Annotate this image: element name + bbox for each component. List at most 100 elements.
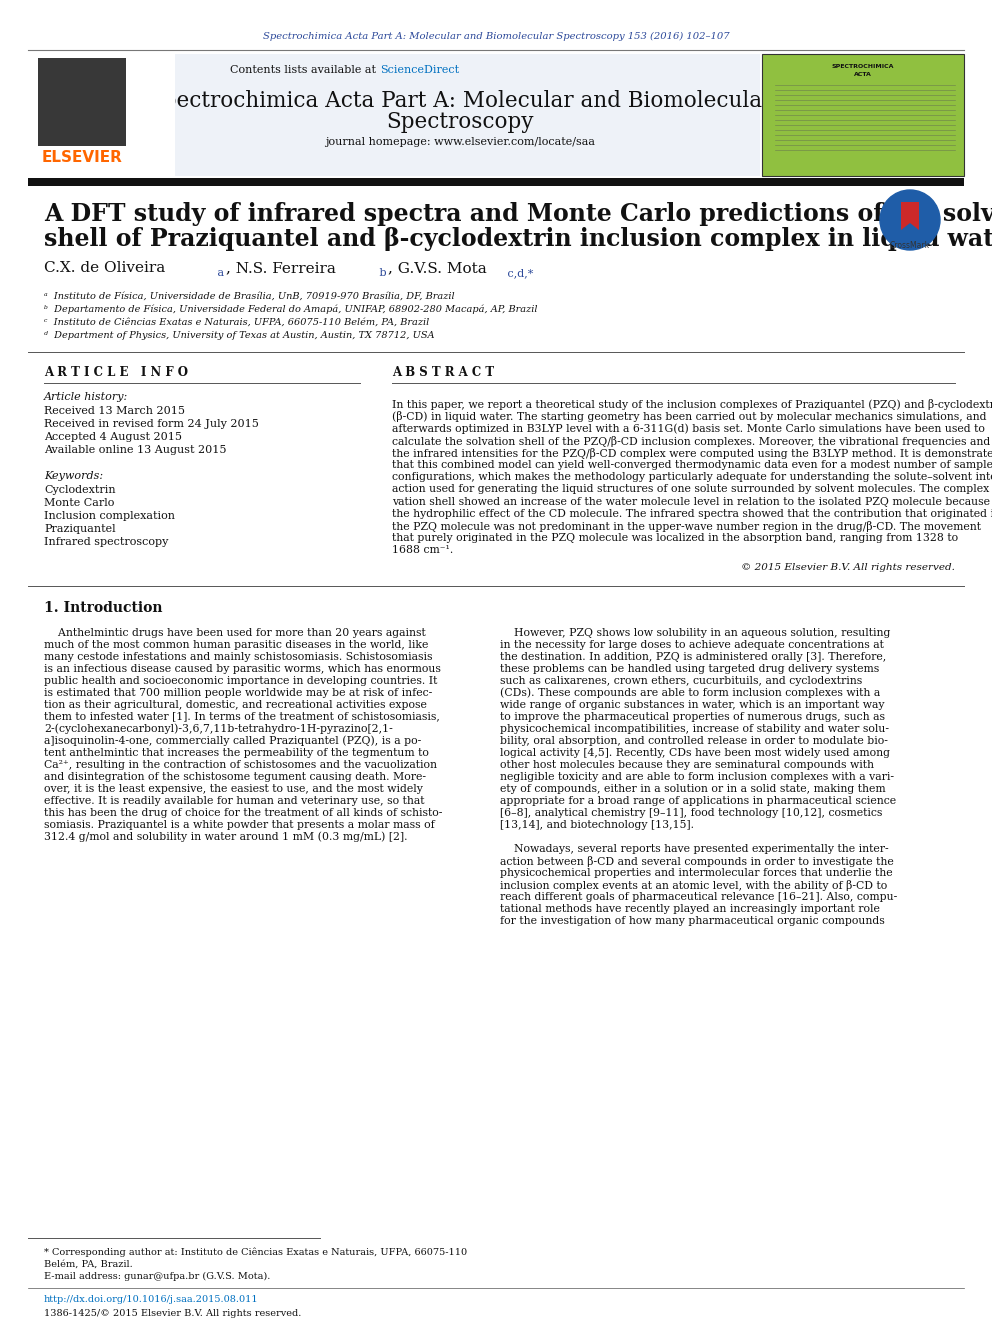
- Text: A DFT study of infrared spectra and Monte Carlo predictions of the solvation: A DFT study of infrared spectra and Mont…: [44, 202, 992, 226]
- Text: Spectrochimica Acta Part A: Molecular and Biomolecular: Spectrochimica Acta Part A: Molecular an…: [148, 90, 772, 112]
- Text: the PZQ molecule was not predominant in the upper-wave number region in the drug: the PZQ molecule was not predominant in …: [392, 521, 981, 532]
- Text: , G.V.S. Mota: , G.V.S. Mota: [388, 261, 487, 275]
- Text: tent anthelmintic that increases the permeability of the tegmentum to: tent anthelmintic that increases the per…: [44, 747, 429, 758]
- Text: 1. Introduction: 1. Introduction: [44, 601, 163, 615]
- Text: c,d,*: c,d,*: [504, 269, 534, 278]
- Text: configurations, which makes the methodology particularly adequate for understand: configurations, which makes the methodol…: [392, 472, 992, 482]
- Bar: [38, 58, 126, 146]
- Text: a]isoquinolin-4-one, commercially called Praziquantel (PZQ), is a po-: a]isoquinolin-4-one, commercially called…: [44, 736, 422, 746]
- Text: afterwards optimized in B3LYP level with a 6-311G(d) basis set. Monte Carlo simu: afterwards optimized in B3LYP level with…: [392, 423, 985, 434]
- Text: the infrared intensities for the PZQ/β-CD complex were computed using the B3LYP : the infrared intensities for the PZQ/β-C…: [392, 447, 992, 459]
- Text: them to infested water [1]. In terms of the treatment of schistosomiasis,: them to infested water [1]. In terms of …: [44, 712, 439, 721]
- Text: ᶜ  Instituto de Ciências Exatas e Naturais, UFPA, 66075-110 Belém, PA, Brazil: ᶜ Instituto de Ciências Exatas e Naturai…: [44, 318, 430, 327]
- Text: other host molecules because they are seminatural compounds with: other host molecules because they are se…: [500, 759, 874, 770]
- Text: action used for generating the liquid structures of one solute surrounded by sol: action used for generating the liquid st…: [392, 484, 992, 495]
- Text: that purely originated in the PZQ molecule was localized in the absorption band,: that purely originated in the PZQ molecu…: [392, 533, 958, 544]
- Text: is estimated that 700 million people worldwide may be at risk of infec-: is estimated that 700 million people wor…: [44, 688, 433, 697]
- Text: is an infectious disease caused by parasitic worms, which has enormous: is an infectious disease caused by paras…: [44, 664, 440, 673]
- Text: in the necessity for large doses to achieve adequate concentrations at: in the necessity for large doses to achi…: [500, 639, 884, 650]
- Text: © 2015 Elsevier B.V. All rights reserved.: © 2015 Elsevier B.V. All rights reserved…: [741, 564, 955, 572]
- Text: logical activity [4,5]. Recently, CDs have been most widely used among: logical activity [4,5]. Recently, CDs ha…: [500, 747, 890, 758]
- Text: much of the most common human parasitic diseases in the world, like: much of the most common human parasitic …: [44, 639, 429, 650]
- Text: bility, oral absorption, and controlled release in order to modulate bio-: bility, oral absorption, and controlled …: [500, 736, 888, 746]
- Bar: [28, 54, 175, 176]
- Text: reach different goals of pharmaceutical relevance [16–21]. Also, compu-: reach different goals of pharmaceutical …: [500, 892, 897, 901]
- Text: somiasis. Praziquantel is a white powder that presents a molar mass of: somiasis. Praziquantel is a white powder…: [44, 820, 434, 830]
- Text: this has been the drug of choice for the treatment of all kinds of schisto-: this has been the drug of choice for the…: [44, 807, 442, 818]
- Text: A B S T R A C T: A B S T R A C T: [392, 365, 494, 378]
- Text: calculate the solvation shell of the PZQ/β-CD inclusion complexes. Moreover, the: calculate the solvation shell of the PZQ…: [392, 435, 990, 447]
- Text: E-mail address: gunar@ufpa.br (G.V.S. Mota).: E-mail address: gunar@ufpa.br (G.V.S. Mo…: [44, 1271, 271, 1281]
- Text: 1688 cm⁻¹.: 1688 cm⁻¹.: [392, 545, 453, 556]
- Text: , N.S. Ferreira: , N.S. Ferreira: [226, 261, 336, 275]
- Polygon shape: [901, 202, 919, 230]
- Text: ScienceDirect: ScienceDirect: [380, 65, 459, 75]
- Text: shell of Praziquantel and β-cyclodextrin inclusion complex in liquid water: shell of Praziquantel and β-cyclodextrin…: [44, 228, 992, 251]
- Text: * Corresponding author at: Instituto de Ciências Exatas e Naturais, UFPA, 66075-: * Corresponding author at: Instituto de …: [44, 1248, 467, 1257]
- Text: physicochemical incompatibilities, increase of stability and water solu-: physicochemical incompatibilities, incre…: [500, 724, 889, 733]
- Text: Received 13 March 2015: Received 13 March 2015: [44, 406, 185, 415]
- Text: that this combined model can yield well-converged thermodynamic data even for a : that this combined model can yield well-…: [392, 460, 992, 470]
- Bar: [28, 179, 964, 187]
- Text: Article history:: Article history:: [44, 392, 128, 402]
- Text: Infrared spectroscopy: Infrared spectroscopy: [44, 537, 169, 546]
- Text: http://dx.doi.org/10.1016/j.saa.2015.08.011: http://dx.doi.org/10.1016/j.saa.2015.08.…: [44, 1295, 259, 1304]
- Text: (CDs). These compounds are able to form inclusion complexes with a: (CDs). These compounds are able to form …: [500, 688, 880, 699]
- Text: Nowadays, several reports have presented experimentally the inter-: Nowadays, several reports have presented…: [500, 844, 889, 853]
- Text: Inclusion complexation: Inclusion complexation: [44, 511, 175, 521]
- Text: (β-CD) in liquid water. The starting geometry has been carried out by molecular : (β-CD) in liquid water. The starting geo…: [392, 411, 986, 422]
- Text: ety of compounds, either in a solution or in a solid state, making them: ety of compounds, either in a solution o…: [500, 783, 886, 794]
- Text: ELSEVIER: ELSEVIER: [42, 151, 122, 165]
- Text: Keywords:: Keywords:: [44, 471, 103, 482]
- Text: 2-(cyclohexanecarbonyl)-3,6,7,11b-tetrahydro-1H-pyrazino[2,1-: 2-(cyclohexanecarbonyl)-3,6,7,11b-tetrah…: [44, 724, 393, 734]
- Text: appropriate for a broad range of applications in pharmaceutical science: appropriate for a broad range of applica…: [500, 795, 896, 806]
- Text: ᵃ  Instituto de Física, Universidade de Brasília, UnB, 70919-970 Brasília, DF, B: ᵃ Instituto de Física, Universidade de B…: [44, 291, 454, 300]
- Text: Available online 13 August 2015: Available online 13 August 2015: [44, 445, 226, 455]
- Text: inclusion complex events at an atomic level, with the ability of β-CD to: inclusion complex events at an atomic le…: [500, 880, 887, 890]
- Text: and disintegration of the schistosome tegument causing death. More-: and disintegration of the schistosome te…: [44, 771, 426, 782]
- Bar: [762, 54, 964, 176]
- Text: Monte Carlo: Monte Carlo: [44, 497, 114, 508]
- Text: vation shell showed an increase of the water molecule level in relation to the i: vation shell showed an increase of the w…: [392, 496, 992, 507]
- Text: ᵈ  Department of Physics, University of Texas at Austin, Austin, TX 78712, USA: ᵈ Department of Physics, University of T…: [44, 331, 434, 340]
- Text: the hydrophilic effect of the CD molecule. The infrared spectra showed that the : the hydrophilic effect of the CD molecul…: [392, 509, 992, 519]
- Text: 1386-1425/© 2015 Elsevier B.V. All rights reserved.: 1386-1425/© 2015 Elsevier B.V. All right…: [44, 1308, 302, 1318]
- Text: action between β-CD and several compounds in order to investigate the: action between β-CD and several compound…: [500, 856, 894, 867]
- Text: for the investigation of how many pharmaceutical organic compounds: for the investigation of how many pharma…: [500, 916, 885, 926]
- Text: Received in revised form 24 July 2015: Received in revised form 24 July 2015: [44, 419, 259, 429]
- Text: negligible toxicity and are able to form inclusion complexes with a vari-: negligible toxicity and are able to form…: [500, 771, 894, 782]
- Text: [13,14], and biotechnology [13,15].: [13,14], and biotechnology [13,15].: [500, 820, 694, 830]
- Text: b: b: [376, 269, 387, 278]
- Text: such as calixarenes, crown ethers, cucurbituils, and cyclodextrins: such as calixarenes, crown ethers, cucur…: [500, 676, 862, 685]
- Text: ᵇ  Departamento de Física, Universidade Federal do Amapá, UNIFAP, 68902-280 Maca: ᵇ Departamento de Física, Universidade F…: [44, 304, 538, 314]
- Text: tational methods have recently played an increasingly important role: tational methods have recently played an…: [500, 904, 880, 914]
- Text: 312.4 g/mol and solubility in water around 1 mM (0.3 mg/mL) [2].: 312.4 g/mol and solubility in water arou…: [44, 832, 408, 843]
- Text: Cyclodextrin: Cyclodextrin: [44, 486, 116, 495]
- Text: these problems can be handled using targeted drug delivery systems: these problems can be handled using targ…: [500, 664, 879, 673]
- Text: Spectrochimica Acta Part A: Molecular and Biomolecular Spectroscopy 153 (2016) 1: Spectrochimica Acta Part A: Molecular an…: [263, 32, 729, 41]
- Text: to improve the pharmaceutical properties of numerous drugs, such as: to improve the pharmaceutical properties…: [500, 712, 885, 721]
- Text: wide range of organic substances in water, which is an important way: wide range of organic substances in wate…: [500, 700, 885, 709]
- Text: Contents lists available at: Contents lists available at: [230, 65, 380, 75]
- Text: Anthelmintic drugs have been used for more than 20 years against: Anthelmintic drugs have been used for mo…: [44, 627, 426, 638]
- Text: [6–8], analytical chemistry [9–11], food technology [10,12], cosmetics: [6–8], analytical chemistry [9–11], food…: [500, 807, 882, 818]
- Text: SPECTROCHIMICA: SPECTROCHIMICA: [831, 64, 894, 69]
- Text: Accepted 4 August 2015: Accepted 4 August 2015: [44, 433, 182, 442]
- Text: C.X. de Oliveira: C.X. de Oliveira: [44, 261, 166, 275]
- Text: public health and socioeconomic importance in developing countries. It: public health and socioeconomic importan…: [44, 676, 437, 685]
- Text: many cestode infestations and mainly schistosomiasis. Schistosomiasis: many cestode infestations and mainly sch…: [44, 652, 433, 662]
- Text: ACTA: ACTA: [854, 71, 872, 77]
- Text: journal homepage: www.elsevier.com/locate/saa: journal homepage: www.elsevier.com/locat…: [325, 138, 595, 147]
- Text: A R T I C L E   I N F O: A R T I C L E I N F O: [44, 365, 188, 378]
- Text: However, PZQ shows low solubility in an aqueous solution, resulting: However, PZQ shows low solubility in an …: [500, 627, 891, 638]
- Text: tion as their agricultural, domestic, and recreational activities expose: tion as their agricultural, domestic, an…: [44, 700, 427, 709]
- Text: over, it is the least expensive, the easiest to use, and the most widely: over, it is the least expensive, the eas…: [44, 783, 423, 794]
- Text: Belém, PA, Brazil.: Belém, PA, Brazil.: [44, 1259, 133, 1269]
- Text: the destination. In addition, PZQ is administered orally [3]. Therefore,: the destination. In addition, PZQ is adm…: [500, 652, 886, 662]
- Text: In this paper, we report a theoretical study of the inclusion complexes of Prazi: In this paper, we report a theoretical s…: [392, 400, 992, 410]
- Text: physicochemical properties and intermolecular forces that underlie the: physicochemical properties and intermole…: [500, 868, 893, 877]
- Text: Ca²⁺, resulting in the contraction of schistosomes and the vacuolization: Ca²⁺, resulting in the contraction of sc…: [44, 759, 437, 770]
- Text: Praziquantel: Praziquantel: [44, 524, 116, 534]
- Text: CrossMark: CrossMark: [890, 242, 930, 250]
- Text: effective. It is readily available for human and veterinary use, so that: effective. It is readily available for h…: [44, 795, 425, 806]
